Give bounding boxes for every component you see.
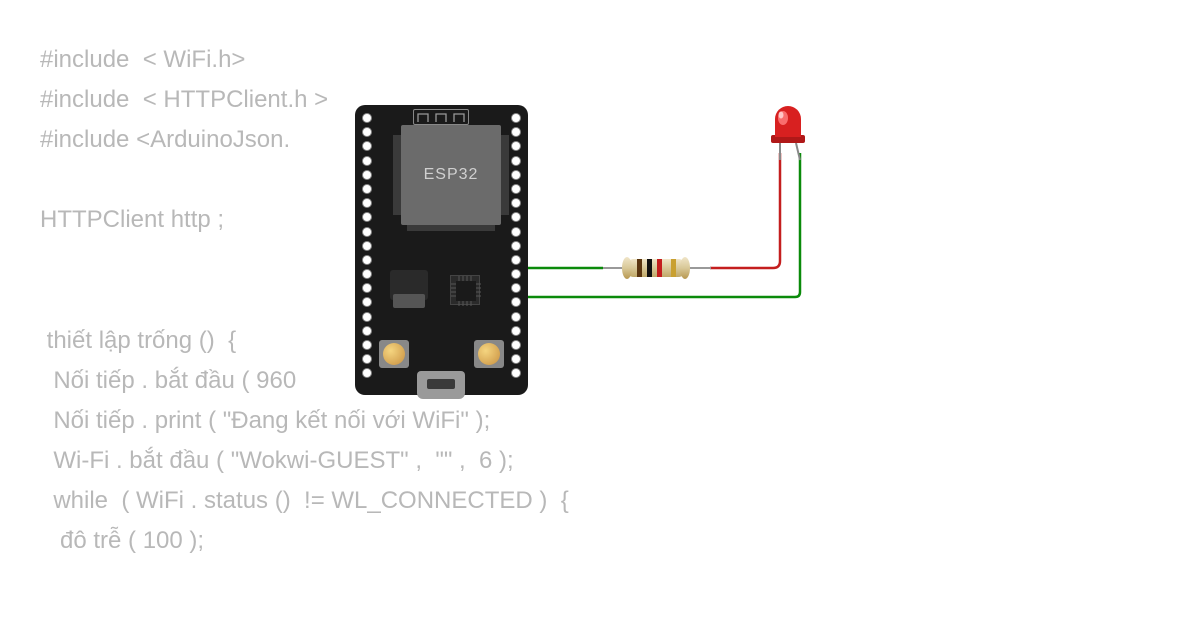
pin-hole xyxy=(511,198,521,208)
code-line: while ( WiFi . status () != WL_CONNECTED… xyxy=(40,487,569,514)
code-line: Wi-Fi . bắt đầu ( "Wokwi-GUEST" , "" , 6… xyxy=(40,447,514,474)
pin-hole xyxy=(511,141,521,151)
pin-hole xyxy=(362,269,372,279)
small-chip-icon xyxy=(450,275,480,305)
pin-hole xyxy=(511,354,521,364)
pin-hole xyxy=(362,141,372,151)
pin-hole xyxy=(511,269,521,279)
pin-hole xyxy=(362,241,372,251)
pin-hole xyxy=(511,127,521,137)
pin-hole xyxy=(362,212,372,222)
pin-hole xyxy=(511,113,521,123)
resistor-band-3 xyxy=(657,259,662,277)
resistor-band-4 xyxy=(671,259,676,277)
pin-hole xyxy=(511,340,521,350)
resistor xyxy=(625,259,687,277)
pin-hole xyxy=(362,297,372,307)
chip-pins-bottom xyxy=(407,225,495,231)
code-line: Nối tiếp . bắt đầu ( 960 xyxy=(40,367,296,394)
pin-hole xyxy=(511,255,521,265)
pin-hole xyxy=(362,170,372,180)
code-line: HTTPClient http ; xyxy=(40,206,224,233)
pin-hole xyxy=(362,283,372,293)
pin-row-left xyxy=(360,113,374,378)
boot-button xyxy=(383,343,405,365)
resistor-band-2 xyxy=(647,259,652,277)
pin-hole xyxy=(511,368,521,378)
pin-hole xyxy=(362,312,372,322)
code-line: #include < HTTPClient.h > xyxy=(40,86,328,113)
pin-hole xyxy=(362,113,372,123)
chip-label: ESP32 xyxy=(424,166,479,184)
pin-hole xyxy=(362,127,372,137)
pin-hole xyxy=(362,198,372,208)
code-line: #include < WiFi.h> xyxy=(40,46,245,73)
resistor-end-right xyxy=(680,257,690,279)
code-line: đô trễ ( 100 ); xyxy=(40,527,204,554)
schematic-canvas: ESP32 xyxy=(355,105,955,425)
pin-hole xyxy=(362,156,372,166)
pin-hole xyxy=(362,227,372,237)
resistor-lead-right xyxy=(687,267,711,269)
esp32-board: ESP32 xyxy=(355,105,528,395)
pin-hole xyxy=(511,297,521,307)
pin-hole xyxy=(511,227,521,237)
pin-row-right xyxy=(509,113,523,378)
pin-hole xyxy=(362,184,372,194)
enable-button xyxy=(478,343,500,365)
pin-hole xyxy=(511,184,521,194)
pin-hole xyxy=(511,170,521,180)
pin-hole xyxy=(511,326,521,336)
pin-hole xyxy=(362,326,372,336)
pin-hole xyxy=(362,368,372,378)
resistor-band-1 xyxy=(637,259,642,277)
voltage-regulator-icon xyxy=(390,270,428,300)
pin-hole xyxy=(511,312,521,322)
pin-hole xyxy=(362,255,372,265)
chip-pins-right xyxy=(501,135,509,215)
pin-hole xyxy=(511,283,521,293)
antenna-icon xyxy=(413,109,469,125)
pin-hole xyxy=(362,354,372,364)
pin-hole xyxy=(511,212,521,222)
led xyxy=(763,105,813,170)
usb-port-icon xyxy=(417,371,465,399)
wire-resistor-to-led-anode xyxy=(710,153,780,268)
esp32-chip: ESP32 xyxy=(401,125,501,225)
pin-hole xyxy=(362,340,372,350)
chip-pins-left xyxy=(393,135,401,215)
resistor-end-left xyxy=(622,257,632,279)
code-line: thiết lập trống () { xyxy=(40,327,236,354)
pin-hole xyxy=(511,156,521,166)
led-svg xyxy=(763,105,813,165)
pin-hole xyxy=(511,241,521,251)
